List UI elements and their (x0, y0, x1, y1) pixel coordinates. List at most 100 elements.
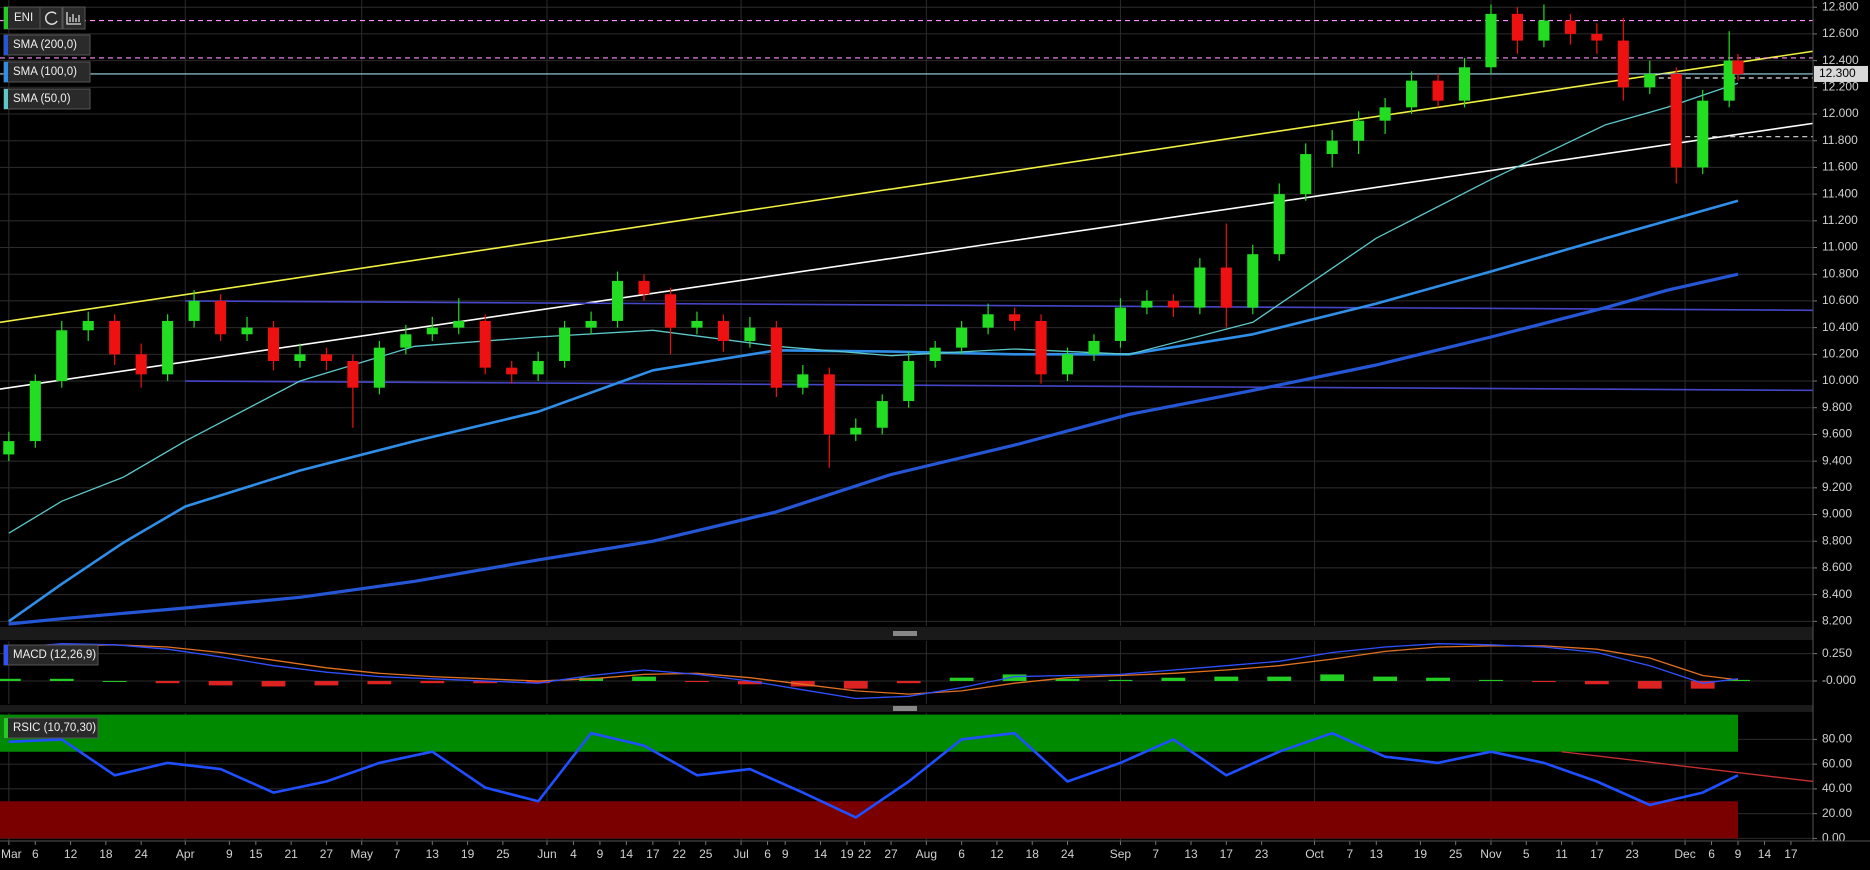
sma-line (8, 82, 1739, 534)
macd-histogram-bar (843, 680, 868, 689)
y-tick-label: 11.800 (1822, 133, 1858, 147)
candle-body (691, 320, 703, 328)
x-tick-label: 25 (699, 847, 713, 861)
x-tick-label: 7 (394, 847, 401, 861)
x-tick-label: 22 (673, 847, 687, 861)
y-tick-label: -0.000 (1822, 673, 1856, 687)
x-tick-label: 6 (1708, 847, 1715, 861)
divider-handle[interactable] (893, 706, 917, 711)
band (0, 801, 1739, 839)
candle-body (1432, 80, 1444, 101)
legend-label: SMA (100,0) (13, 66, 77, 78)
candle-body (267, 327, 280, 361)
candle-body (373, 347, 385, 388)
y-tick-label: 80.00 (1822, 732, 1852, 746)
candle-body (1485, 13, 1497, 68)
y-tick-label: 8.600 (1822, 560, 1852, 574)
x-tick-label: Dec (1674, 847, 1695, 861)
macd-histogram-bar (1267, 676, 1292, 681)
y-tick-label: 9.000 (1822, 507, 1852, 521)
macd-histogram-bar (1690, 680, 1715, 689)
candle-body (1035, 320, 1047, 375)
x-tick-label: 6 (958, 847, 965, 861)
candle-body (1670, 73, 1682, 168)
macd-histogram-bar (1161, 677, 1186, 681)
x-tick-label: Aug (916, 847, 937, 861)
macd-histogram-bar (526, 680, 551, 684)
refresh-button[interactable] (39, 6, 63, 30)
candle-body (82, 320, 94, 331)
x-tick-label: Nov (1480, 847, 1501, 861)
candle-body (1220, 267, 1232, 308)
y-tick-label: 10.200 (1822, 346, 1859, 360)
divider-handle[interactable] (893, 631, 917, 636)
y-tick-label: 40.00 (1822, 781, 1852, 795)
candle-body (1273, 194, 1285, 255)
y-tick-label: 60.00 (1822, 756, 1852, 770)
y-tick-label: 10.000 (1822, 373, 1859, 387)
y-tick-label: 10.400 (1822, 320, 1859, 334)
y-tick-label: 9.400 (1822, 453, 1852, 467)
candle-body (453, 320, 465, 328)
x-tick-label: 9 (782, 847, 789, 861)
x-tick-label: Oct (1305, 847, 1324, 861)
x-tick-label: 25 (496, 847, 510, 861)
candle-body (585, 320, 597, 328)
candle-body (770, 327, 782, 388)
indicator-label: MACD (12,26,9) (13, 649, 96, 661)
candle-body (188, 300, 200, 321)
x-tick-label: 19 (840, 847, 854, 861)
settings-button[interactable] (62, 6, 86, 30)
legend-layer: ENI MACD (12,26,9) RSIC (10,70,30) SMA (… (3, 6, 99, 739)
x-tick-label: 14 (620, 847, 634, 861)
macd-histogram-bar (367, 680, 392, 685)
x-tick-label: 25 (1449, 847, 1463, 861)
x-tick-label: Mar (1, 847, 22, 861)
x-tick-label: 12 (64, 847, 78, 861)
x-tick-label: 24 (1061, 847, 1075, 861)
y-tick-label: 12.200 (1822, 79, 1859, 93)
candle-body (1697, 100, 1709, 168)
candle-body (532, 360, 544, 375)
x-tick-label: Jul (733, 847, 748, 861)
macd-histogram-bar (1726, 679, 1750, 681)
candle-body (347, 360, 359, 388)
legend-label: SMA (50,0) (13, 93, 71, 105)
x-tick-label: 27 (884, 847, 898, 861)
macd-histogram-bar (1320, 674, 1345, 681)
trendline (1561, 751, 1814, 783)
candle-body (664, 294, 677, 328)
candle-body (1538, 20, 1550, 41)
x-tick-label: 19 (1414, 847, 1428, 861)
x-tick-label: 21 (284, 847, 298, 861)
y-tick-label: 11.400 (1822, 186, 1858, 200)
trendline (185, 300, 1814, 312)
macd-histogram-bar (420, 680, 445, 684)
macd-histogram-bar (208, 680, 233, 686)
x-tick-label: 9 (597, 847, 604, 861)
macd-histogram-bar (0, 678, 21, 681)
candle-body (3, 441, 15, 455)
candle-body (823, 374, 835, 435)
x-tick-label: 19 (461, 847, 475, 861)
x-tick-label: 6 (764, 847, 771, 861)
candle-body (56, 330, 68, 382)
macd-histogram-bar (314, 680, 339, 686)
candle-body (1644, 73, 1656, 88)
candle-body (1300, 154, 1312, 195)
macd-histogram-bar (49, 678, 74, 681)
y-tick-label: 0.00 (1822, 831, 1846, 845)
candle-body (1167, 300, 1179, 308)
macd-line (8, 643, 1739, 700)
candle-body (1141, 300, 1153, 308)
candle-body (215, 300, 227, 335)
x-tick-label: 23 (1625, 847, 1639, 861)
x-tick-label: 9 (226, 847, 233, 861)
macd-histogram-bar (1637, 680, 1662, 689)
x-tick-label: 6 (32, 847, 39, 861)
x-tick-label: 18 (1026, 847, 1040, 861)
x-tick-label: 24 (134, 847, 148, 861)
symbol-label: ENI (14, 12, 33, 24)
